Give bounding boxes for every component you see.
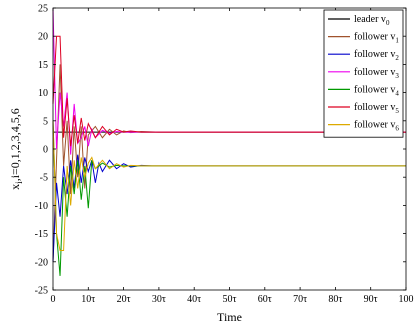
legend-label-sub: 6 [395,125,399,133]
series-line-3 [52,7,406,155]
series-line-6 [52,120,406,252]
x-tick-label: 40τ [187,294,201,305]
x-tick-label: 0 [51,294,56,305]
x-tick-label: 50τ [222,294,236,305]
legend-label-sub: 0 [386,19,390,27]
y-tick-label: -10 [35,201,48,212]
y-tick-label: -20 [35,257,48,268]
x-tick-label: 90τ [364,294,378,305]
y-axis-title-rest: ,i=0,1,2,3,4,5,6 [8,108,22,181]
y-axis-title-main: x [8,184,22,190]
legend-label: follower v6 [354,120,399,133]
legend-label-main: follower v [354,67,395,78]
y-axis-title: xi,i=0,1,2,3,4,5,6 [8,108,24,190]
x-axis-title: Time [217,310,242,324]
x-tick-label: 70τ [293,294,307,305]
legend-box [323,9,404,138]
y-tick-label: 15 [38,60,48,71]
y-tick-label: 25 [38,4,48,15]
legend-label: follower v5 [354,102,399,115]
legend-label: leader v0 [354,14,390,27]
x-tick-label: 80τ [328,294,342,305]
legend-label-main: leader v [354,14,386,25]
legend-label-main: follower v [354,49,395,60]
legend-label: follower v4 [354,84,399,97]
legend-label-main: follower v [354,32,395,43]
y-axis-title-sub: i [14,181,24,184]
x-tick-label: 60τ [258,294,272,305]
legend-label-sub: 1 [395,37,399,45]
legend-label-sub: 4 [395,89,399,97]
series-layer [52,7,406,276]
y-tick-label: 20 [38,32,48,43]
legend-label: follower v2 [354,49,399,62]
legend-label: follower v3 [354,67,399,80]
x-tick-label: 10τ [81,294,95,305]
legend-label-sub: 3 [395,72,399,80]
legend-label-main: follower v [354,102,395,113]
x-tick-label: 20τ [117,294,131,305]
x-tick-label: 30τ [152,294,166,305]
y-tick-label: -25 [35,286,48,297]
series-line-5 [52,35,406,147]
y-tick-label: 10 [38,88,48,99]
y-tick-label: 5 [43,116,48,127]
legend-label: follower v1 [354,32,399,45]
legend-label-main: follower v [354,120,395,131]
legend-label-sub: 5 [395,107,399,115]
legend-label-main: follower v [354,84,395,95]
y-tick-label: -15 [35,229,48,240]
y-tick-label: 0 [43,145,48,156]
x-tick-label: 100 [399,294,414,305]
y-tick-label: -5 [40,173,48,184]
legend-label-sub: 2 [395,54,399,62]
